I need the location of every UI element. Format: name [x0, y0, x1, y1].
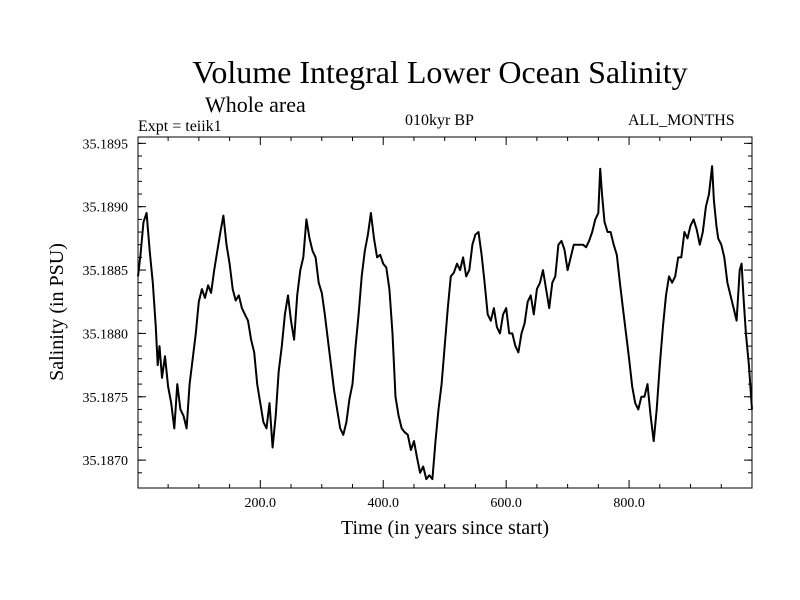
x-tick-label: 800.0 — [613, 496, 645, 511]
y-tick-label: 35.1875 — [83, 391, 129, 406]
experiment-label: Expt = teiik1 — [138, 118, 222, 135]
salinity-series-line — [137, 165, 753, 481]
months-label: ALL_MONTHS — [628, 112, 735, 129]
y-tick-label: 35.1885 — [83, 264, 129, 279]
y-tick-label: 35.1880 — [83, 327, 129, 342]
plot-frame — [137, 136, 753, 489]
y-axis: 35.1870 35.1875 35.1880 35.1885 35.1890 35.18… — [83, 137, 752, 474]
y-tick-label: 35.1890 — [83, 201, 129, 216]
chart-title: Volume Integral Lower Ocean Salinity — [192, 54, 688, 90]
chart-subtitle: Whole area — [205, 92, 306, 117]
x-axis: 200.0 400.0 600.0 800.0 — [167, 137, 722, 511]
x-tick-label: 200.0 — [245, 496, 277, 511]
x-tick-label: 400.0 — [367, 496, 399, 511]
y-axis-label: Salinity (in PSU) — [46, 243, 68, 381]
x-tick-label: 600.0 — [490, 496, 522, 511]
y-tick-label: 35.1895 — [83, 137, 129, 152]
period-label: 010kyr BP — [405, 112, 474, 129]
y-tick-label: 35.1870 — [83, 454, 129, 469]
x-axis-label: Time (in years since start) — [341, 517, 549, 539]
